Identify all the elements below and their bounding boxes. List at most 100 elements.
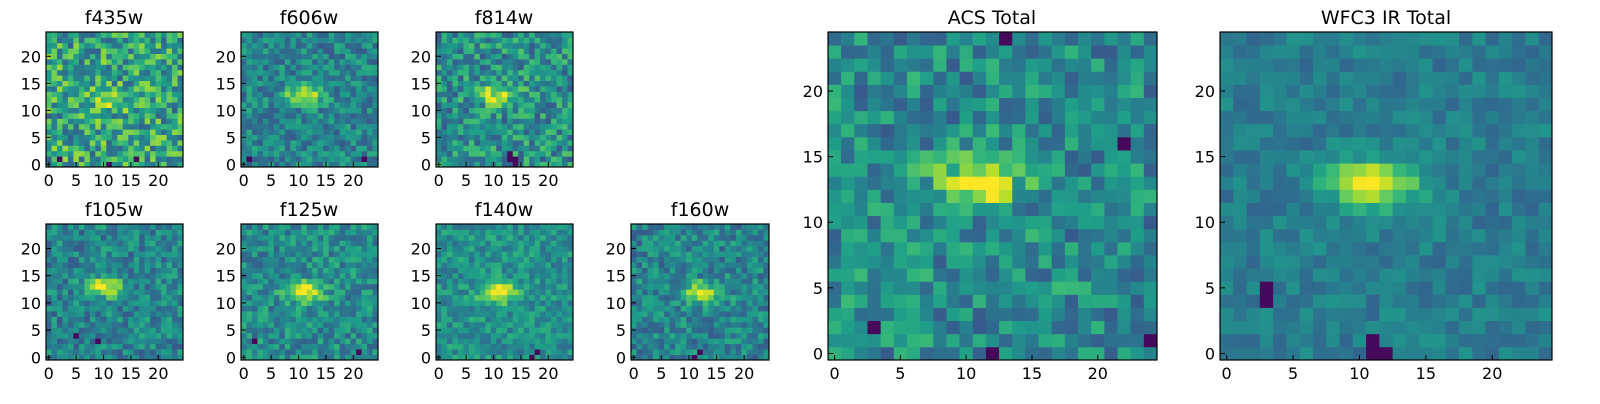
heatmap-cell (101, 246, 107, 252)
heatmap-cell (725, 229, 731, 235)
heatmap-cell (117, 333, 123, 339)
heatmap-cell (474, 151, 480, 157)
heatmap-cell (841, 229, 855, 243)
heatmap-cell (463, 59, 469, 65)
heatmap-cell (274, 32, 280, 38)
heatmap-cell (697, 311, 703, 317)
heatmap-cell (752, 300, 758, 306)
heatmap-cell (117, 311, 123, 317)
heatmap-cell (312, 70, 318, 76)
heatmap-cell (540, 108, 546, 114)
heatmap-cell (112, 108, 118, 114)
heatmap-cell (485, 262, 491, 268)
heatmap-cell (128, 306, 134, 312)
heatmap-cell (946, 268, 960, 282)
heatmap-cell (257, 257, 263, 263)
heatmap-cell (752, 284, 758, 290)
heatmap-cell (95, 338, 101, 344)
heatmap-cell (747, 322, 753, 328)
heatmap-cell (741, 327, 747, 333)
heatmap-cell (642, 327, 648, 333)
heatmap-cell (150, 295, 156, 301)
heatmap-cell (458, 235, 464, 241)
heatmap-cell (340, 268, 346, 274)
heatmap-cell (90, 327, 96, 333)
heatmap-cell (535, 338, 541, 344)
heatmap-cell (485, 240, 491, 246)
heatmap-cell (507, 344, 513, 350)
heatmap-cell (496, 344, 502, 350)
heatmap-cell (881, 347, 895, 361)
heatmap-cell (307, 273, 313, 279)
heatmap-cell (172, 108, 178, 114)
heatmap-cell (714, 316, 720, 322)
heatmap-cell (274, 108, 280, 114)
heatmap-cell (946, 216, 960, 230)
heatmap-cell (1091, 334, 1105, 348)
heatmap-cell (1025, 281, 1039, 295)
heatmap-cell (736, 306, 742, 312)
heatmap-cell (480, 64, 486, 70)
heatmap-cell (95, 273, 101, 279)
heatmap-cell (279, 140, 285, 146)
heatmap-cell (134, 32, 140, 38)
heatmap-cell (312, 257, 318, 263)
heatmap-cell (436, 75, 442, 81)
heatmap-cell (329, 327, 335, 333)
heatmap-cell (485, 284, 491, 290)
heatmap-cell (301, 311, 307, 317)
heatmap-cell (134, 229, 140, 235)
heatmap-cell (518, 64, 524, 70)
heatmap-cell (123, 235, 129, 241)
heatmap-cell (551, 54, 557, 60)
heatmap-cell (268, 273, 274, 279)
heatmap-cell (257, 251, 263, 257)
heatmap-cell (546, 300, 552, 306)
y-tick-label: 5 (31, 321, 41, 340)
heatmap-cell (246, 316, 252, 322)
heatmap-cell (263, 295, 269, 301)
heatmap-cell (362, 327, 368, 333)
heatmap-cell (312, 75, 318, 81)
heatmap-cell (150, 91, 156, 97)
heatmap-cell (1025, 124, 1039, 138)
heatmap-cell (156, 151, 162, 157)
heatmap-cell (345, 338, 351, 344)
heatmap-cell (1131, 281, 1145, 295)
heatmap-cell (312, 151, 318, 157)
heatmap-cell (62, 257, 68, 263)
heatmap-cell (84, 306, 90, 312)
heatmap-cell (463, 97, 469, 103)
heatmap-cell (496, 140, 502, 146)
heatmap-cell (496, 322, 502, 328)
heatmap-cell (301, 86, 307, 92)
heatmap-cell (502, 86, 508, 92)
heatmap-cell (1104, 308, 1118, 322)
heatmap-cell (139, 240, 145, 246)
heatmap-cell (296, 81, 302, 87)
heatmap-cell (741, 240, 747, 246)
heatmap-cell (252, 273, 258, 279)
heatmap-cell (172, 54, 178, 60)
heatmap-cell (692, 224, 698, 230)
heatmap-cell (145, 37, 151, 43)
heatmap-cell (841, 294, 855, 308)
heatmap-cell (659, 322, 665, 328)
heatmap-cell (334, 118, 340, 124)
heatmap-cell (274, 251, 280, 257)
heatmap-cell (356, 64, 362, 70)
heatmap-cell (307, 240, 313, 246)
heatmap-cell (257, 327, 263, 333)
heatmap-cell (318, 91, 324, 97)
heatmap-cell (334, 102, 340, 108)
heatmap-cell (167, 64, 173, 70)
heatmap-cell (758, 262, 764, 268)
heatmap-cell (463, 295, 469, 301)
heatmap-cell (51, 289, 57, 295)
heatmap-cell (329, 86, 335, 92)
heatmap-cell (139, 54, 145, 60)
heatmap-cell (474, 70, 480, 76)
heatmap-cell (894, 216, 908, 230)
heatmap-cell (1104, 334, 1118, 348)
heatmap-cell (524, 75, 530, 81)
